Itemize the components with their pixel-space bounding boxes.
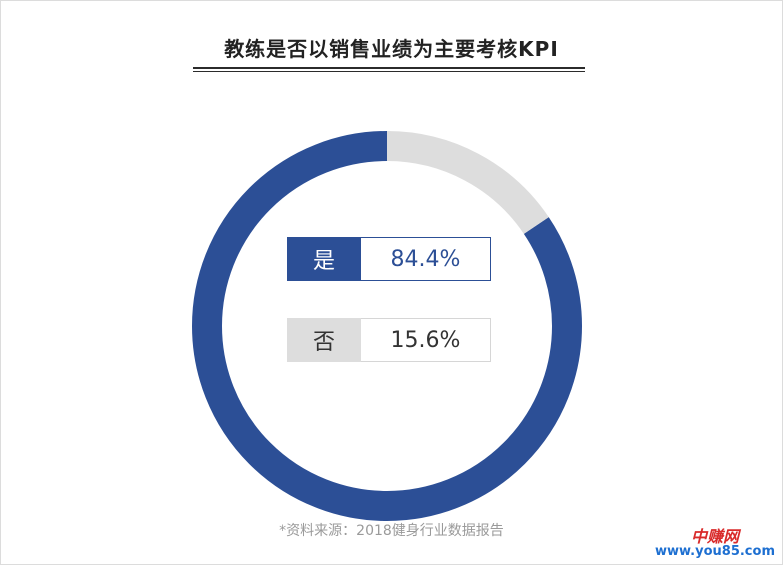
donut-slice-no [192,131,582,521]
watermark-name: 中赚网 [690,526,739,546]
legend-row-yes: 是 84.4% [287,237,491,281]
legend-row-no: 否 15.6% [287,318,491,362]
title-underline [193,67,585,69]
legend-value-yes: 84.4% [361,237,491,281]
source-note: *资料来源：2018健身行业数据报告 [279,523,504,539]
legend-value-no: 15.6% [361,318,491,362]
donut-slices [192,131,582,521]
legend-label-no: 否 [287,318,361,362]
watermark-url: www.you85.com [654,544,775,560]
watermark: 中赚网 www.you85.com [654,526,775,560]
title-underline-thin [193,71,585,72]
legend-label-yes: 是 [287,237,361,281]
chart-title: 教练是否以销售业绩为主要考核KPI [224,37,559,61]
